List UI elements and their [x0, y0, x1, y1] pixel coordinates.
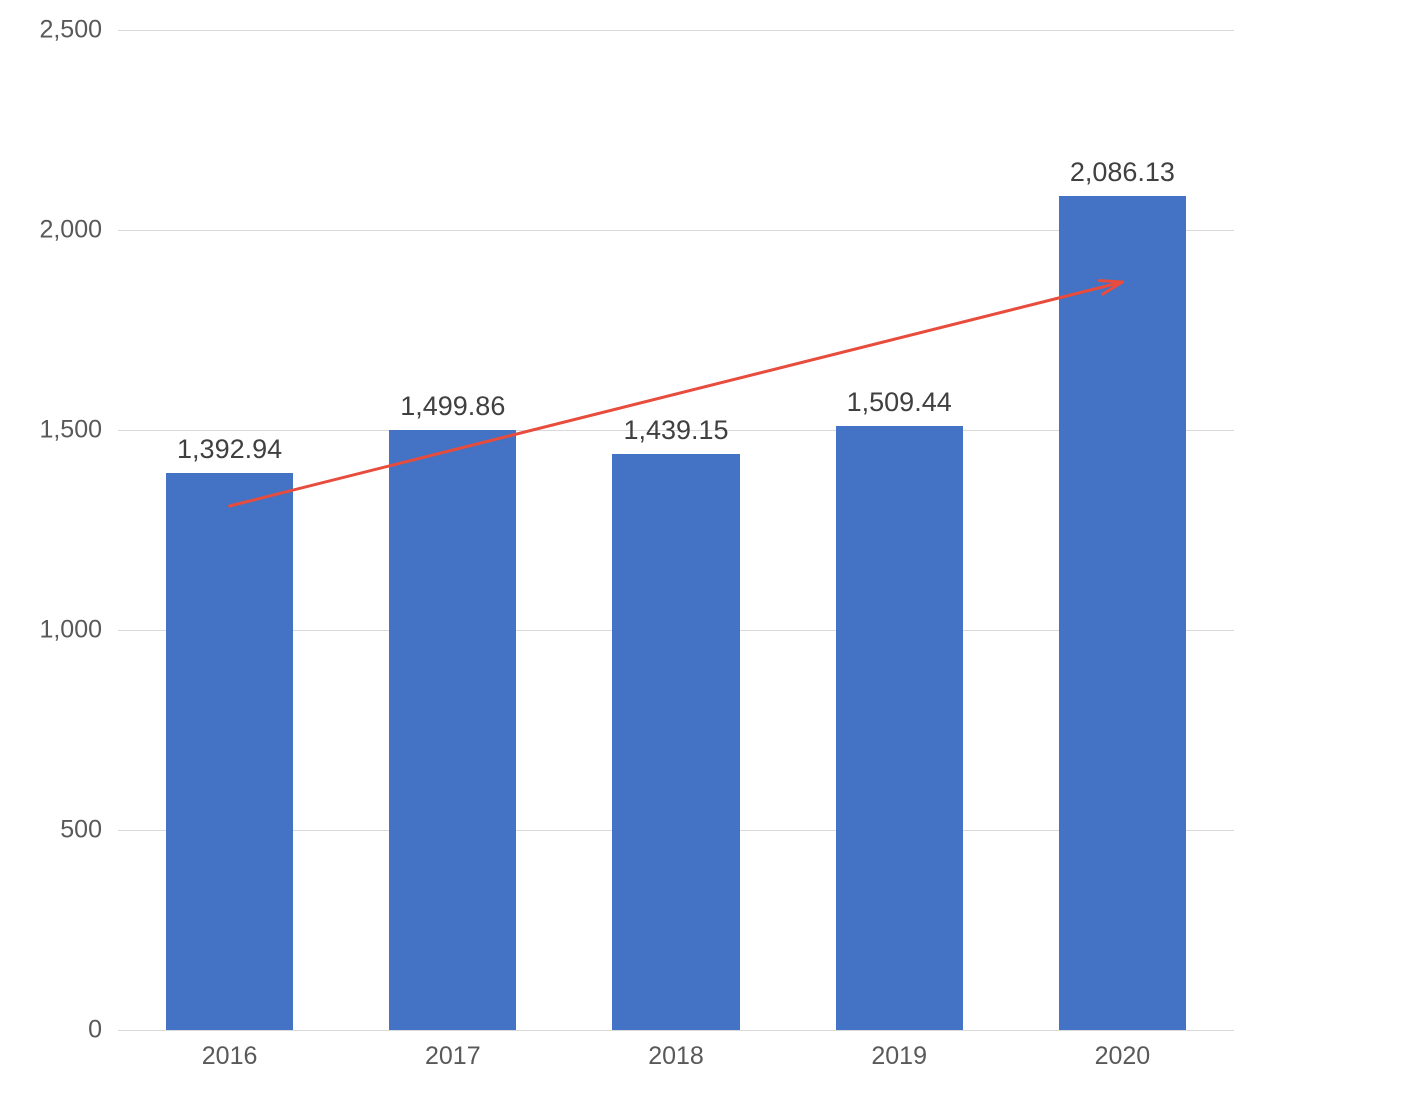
y-tick-label: 1,000	[39, 616, 102, 645]
data-label: 1,499.86	[400, 391, 505, 422]
x-tick-label: 2020	[1095, 1042, 1151, 1071]
plot-area	[118, 30, 1234, 1030]
baseline	[118, 1030, 1234, 1031]
x-tick-label: 2016	[202, 1042, 258, 1071]
bar	[612, 454, 739, 1030]
bar	[166, 473, 293, 1030]
bar	[1059, 196, 1186, 1030]
x-tick-label: 2018	[648, 1042, 704, 1071]
y-tick-label: 2,500	[39, 16, 102, 45]
bar	[389, 430, 516, 1030]
y-tick-label: 500	[60, 816, 102, 845]
data-label: 1,439.15	[623, 415, 728, 446]
data-label: 1,509.44	[847, 387, 952, 418]
x-tick-label: 2019	[871, 1042, 927, 1071]
x-tick-label: 2017	[425, 1042, 481, 1071]
gridline	[118, 30, 1234, 31]
bar	[836, 426, 963, 1030]
data-label: 2,086.13	[1070, 157, 1175, 188]
y-tick-label: 0	[88, 1016, 102, 1045]
y-tick-label: 1,500	[39, 416, 102, 445]
bar-chart: 0 500 1,000 1,500 2,000 2,500 1,392.94 2016 1,49…	[0, 0, 1418, 1094]
y-tick-label: 2,000	[39, 216, 102, 245]
data-label: 1,392.94	[177, 434, 282, 465]
